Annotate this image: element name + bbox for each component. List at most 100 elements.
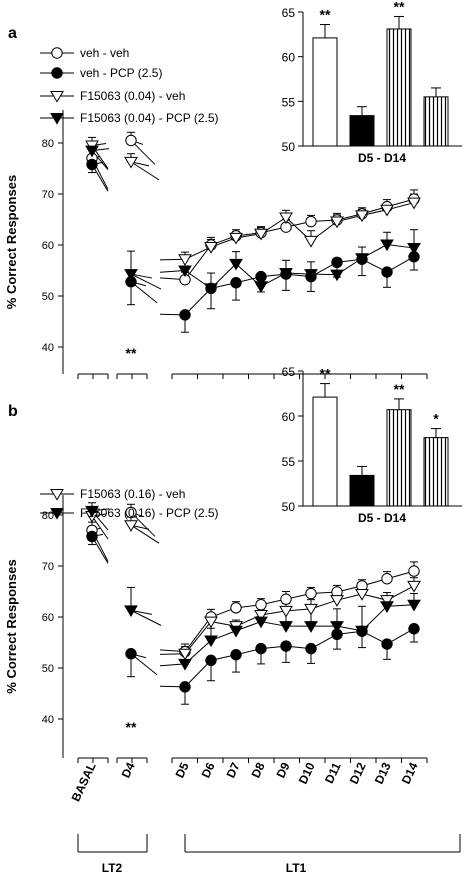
data-point — [204, 635, 218, 648]
data-point-basal — [86, 158, 98, 171]
data-point — [205, 654, 217, 667]
data-point — [204, 283, 218, 296]
data-point — [355, 625, 369, 638]
inset-title: D5 - D14 — [358, 511, 406, 525]
data-point — [178, 658, 192, 671]
y-tick-label: 70 — [42, 189, 54, 201]
data-point — [229, 625, 243, 638]
data-point — [204, 242, 218, 254]
inset-y-tick-label: 55 — [282, 455, 296, 469]
x-tick-label: D12 — [347, 760, 369, 786]
x-tick-label: D11 — [322, 760, 344, 786]
x-tick-label: D6 — [199, 760, 218, 780]
data-point — [380, 595, 394, 607]
inset-significance-star: ** — [320, 366, 331, 382]
data-point — [380, 239, 394, 252]
data-point — [330, 269, 344, 282]
series-drop-line — [130, 273, 162, 290]
data-point — [255, 599, 267, 611]
inset-y-tick-label: 50 — [282, 500, 296, 514]
inset-bar-3 — [423, 437, 449, 507]
data-point — [304, 621, 318, 633]
data-point — [254, 616, 268, 629]
y-tick-label: 60 — [42, 240, 54, 252]
series-line-0 — [184, 198, 415, 280]
x-tick-label: D5 — [173, 760, 192, 780]
series-lead-line — [159, 663, 186, 667]
data-point — [254, 609, 268, 622]
data-point — [178, 254, 192, 266]
data-point-d4 — [125, 648, 137, 660]
inset-significance-star: ** — [320, 7, 331, 23]
data-point — [381, 266, 393, 278]
data-point — [230, 649, 242, 661]
data-point — [254, 281, 268, 293]
series-line-1 — [184, 256, 415, 316]
series-drop-line — [130, 161, 160, 181]
legend-marker — [51, 47, 63, 59]
x-tick-label: D9 — [274, 760, 293, 780]
data-point — [407, 599, 421, 612]
panel-letter: b — [8, 403, 18, 420]
data-point — [381, 638, 393, 650]
inset-y-tick-label: 55 — [282, 95, 296, 109]
x-tick-label: D13 — [372, 760, 394, 786]
y-axis-label: % Correct Responses — [4, 559, 19, 693]
legend-marker — [51, 67, 63, 79]
data-point — [280, 640, 292, 652]
data-point-basal — [85, 505, 99, 518]
data-point — [380, 601, 394, 613]
inset-title: D5 - D14 — [358, 151, 406, 165]
data-point — [407, 580, 421, 593]
data-point — [330, 621, 344, 633]
inset-significance-star: ** — [394, 381, 405, 397]
group-label-lt2: LT2 — [102, 861, 123, 875]
series-drop-line — [130, 524, 160, 544]
y-tick-label: 40 — [42, 714, 54, 726]
data-point — [355, 210, 369, 223]
data-point — [330, 216, 344, 229]
data-point — [355, 589, 369, 601]
data-point — [254, 228, 268, 241]
inset-y-tick-label: 60 — [282, 410, 296, 424]
series-lead-line — [159, 258, 186, 261]
x-tick-label: BASAL — [69, 760, 99, 803]
data-point-d4 — [125, 134, 137, 147]
legend-label: F15063 (0.16) - PCP (2.5) — [80, 506, 219, 520]
data-point — [255, 270, 267, 283]
legend-label: F15063 (0.04) - PCP (2.5) — [80, 111, 219, 125]
series-line-3 — [184, 243, 415, 289]
data-point — [355, 253, 369, 265]
legend-marker — [50, 508, 64, 520]
legend-marker — [50, 489, 64, 501]
data-point — [304, 235, 318, 248]
inset-bar-0 — [312, 37, 338, 147]
data-point — [280, 593, 292, 605]
group-label-lt1: LT1 — [286, 861, 307, 875]
series-line-0 — [184, 570, 415, 652]
x-tick-label: D7 — [224, 760, 243, 780]
x-tick-label: D8 — [249, 760, 268, 780]
data-point — [380, 204, 394, 217]
significance-star: ** — [126, 345, 137, 361]
series-line-2 — [184, 202, 415, 260]
legend-marker — [50, 91, 64, 103]
data-point — [408, 623, 420, 635]
y-tick-label: 80 — [42, 138, 54, 150]
data-point — [331, 256, 343, 269]
y-axis-label: % Correct Responses — [4, 175, 19, 309]
data-point — [204, 616, 218, 629]
data-point — [178, 265, 192, 278]
y-tick-label: 40 — [42, 342, 54, 354]
data-point — [178, 648, 192, 661]
data-point-basal — [85, 145, 99, 158]
data-point-d4 — [125, 506, 137, 519]
inset-significance-star: * — [433, 411, 439, 427]
data-point — [408, 565, 420, 577]
inset-bar-1 — [349, 115, 375, 147]
legend-label: veh - veh — [80, 46, 129, 60]
data-point — [407, 243, 421, 255]
data-point — [305, 215, 317, 228]
series-drop-line — [91, 515, 109, 540]
series-lead-line — [159, 270, 186, 273]
